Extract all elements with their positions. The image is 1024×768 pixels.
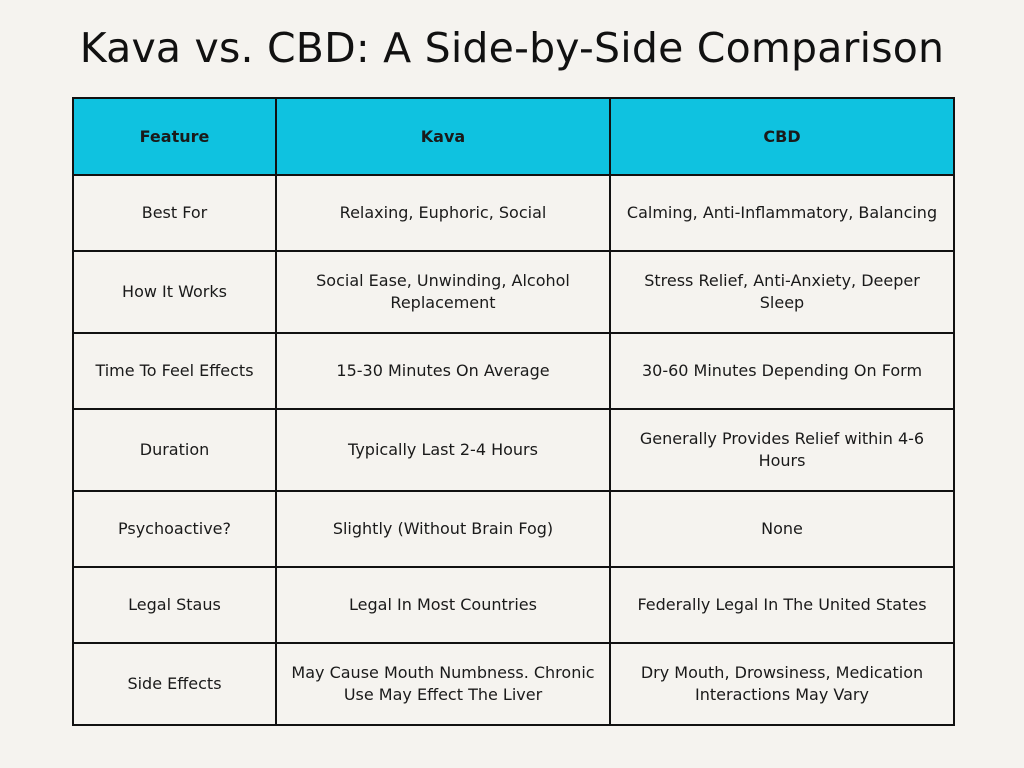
kava-cell: Relaxing, Euphoric, Social (275, 174, 611, 252)
feature-cell: How It Works (72, 250, 277, 334)
table-row: Psychoactive? Slightly (Without Brain Fo… (72, 490, 955, 568)
kava-cell: Slightly (Without Brain Fog) (275, 490, 611, 568)
cbd-cell: Federally Legal In The United States (609, 566, 955, 644)
feature-cell: Best For (72, 174, 277, 252)
kava-cell: 15-30 Minutes On Average (275, 332, 611, 410)
feature-cell: Legal Staus (72, 566, 277, 644)
kava-cell: Social Ease, Unwinding, Alcohol Replacem… (275, 250, 611, 334)
table-header-row: Feature Kava CBD (72, 97, 955, 176)
kava-cell: Typically Last 2-4 Hours (275, 408, 611, 492)
table-row: Side Effects May Cause Mouth Numbness. C… (72, 642, 955, 726)
cbd-cell: Stress Relief, Anti-Anxiety, Deeper Slee… (609, 250, 955, 334)
feature-cell: Duration (72, 408, 277, 492)
kava-cell: May Cause Mouth Numbness. Chronic Use Ma… (275, 642, 611, 726)
table-row: Legal Staus Legal In Most Countries Fede… (72, 566, 955, 644)
feature-cell: Psychoactive? (72, 490, 277, 568)
cbd-cell: Calming, Anti-Inflammatory, Balancing (609, 174, 955, 252)
table-row: How It Works Social Ease, Unwinding, Alc… (72, 250, 955, 334)
comparison-table: Feature Kava CBD Best For Relaxing, Euph… (72, 97, 955, 726)
cbd-cell: Generally Provides Relief within 4-6 Hou… (609, 408, 955, 492)
kava-cell: Legal In Most Countries (275, 566, 611, 644)
column-header-kava: Kava (275, 97, 611, 176)
cbd-cell: 30-60 Minutes Depending On Form (609, 332, 955, 410)
cbd-cell: None (609, 490, 955, 568)
page-title: Kava vs. CBD: A Side-by-Side Comparison (79, 24, 945, 72)
feature-cell: Side Effects (72, 642, 277, 726)
table-row: Time To Feel Effects 15-30 Minutes On Av… (72, 332, 955, 410)
column-header-feature: Feature (72, 97, 277, 176)
feature-cell: Time To Feel Effects (72, 332, 277, 410)
table-row: Best For Relaxing, Euphoric, Social Calm… (72, 174, 955, 252)
cbd-cell: Dry Mouth, Drowsiness, Medication Intera… (609, 642, 955, 726)
table-row: Duration Typically Last 2-4 Hours Genera… (72, 408, 955, 492)
column-header-cbd: CBD (609, 97, 955, 176)
